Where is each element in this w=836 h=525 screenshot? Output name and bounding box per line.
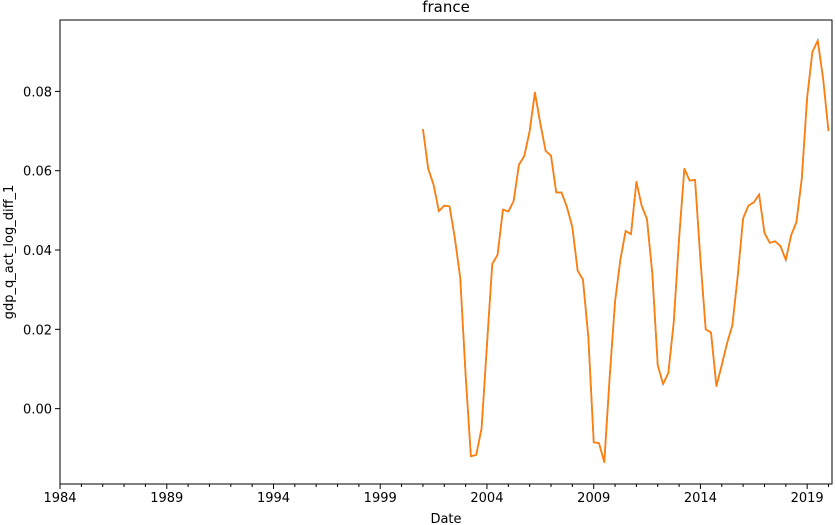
- x-tick-label: 2004: [470, 491, 503, 506]
- chart-title: france: [422, 0, 470, 16]
- x-tick-label: 1994: [257, 491, 290, 506]
- y-tick-label: 0.06: [23, 165, 52, 180]
- x-tick-label: 2009: [577, 491, 610, 506]
- y-axis-title: gdp_q_act_log_diff_1: [2, 185, 17, 320]
- series-group: [422, 39, 830, 464]
- x-tick-label: 2014: [684, 491, 717, 506]
- y-tick-label: 0.02: [23, 323, 52, 338]
- x-tick-label: 1999: [364, 491, 397, 506]
- x-tick-label: 2019: [791, 491, 824, 506]
- x-axis-ticks: 1984 1989 1994 1999 2004 2009 2014 2019: [43, 484, 829, 506]
- y-axis-ticks: 0.00 0.02 0.04 0.06 0.08: [23, 85, 60, 418]
- x-tick-label: 1984: [43, 491, 76, 506]
- y-tick-label: 0.00: [23, 403, 52, 418]
- y-tick-label: 0.08: [23, 85, 52, 100]
- y-tick-label: 0.04: [23, 244, 52, 259]
- x-axis-title: Date: [430, 512, 461, 525]
- x-tick-label: 1989: [150, 491, 183, 506]
- plot-frame: [59, 19, 833, 485]
- series-line: [422, 39, 830, 464]
